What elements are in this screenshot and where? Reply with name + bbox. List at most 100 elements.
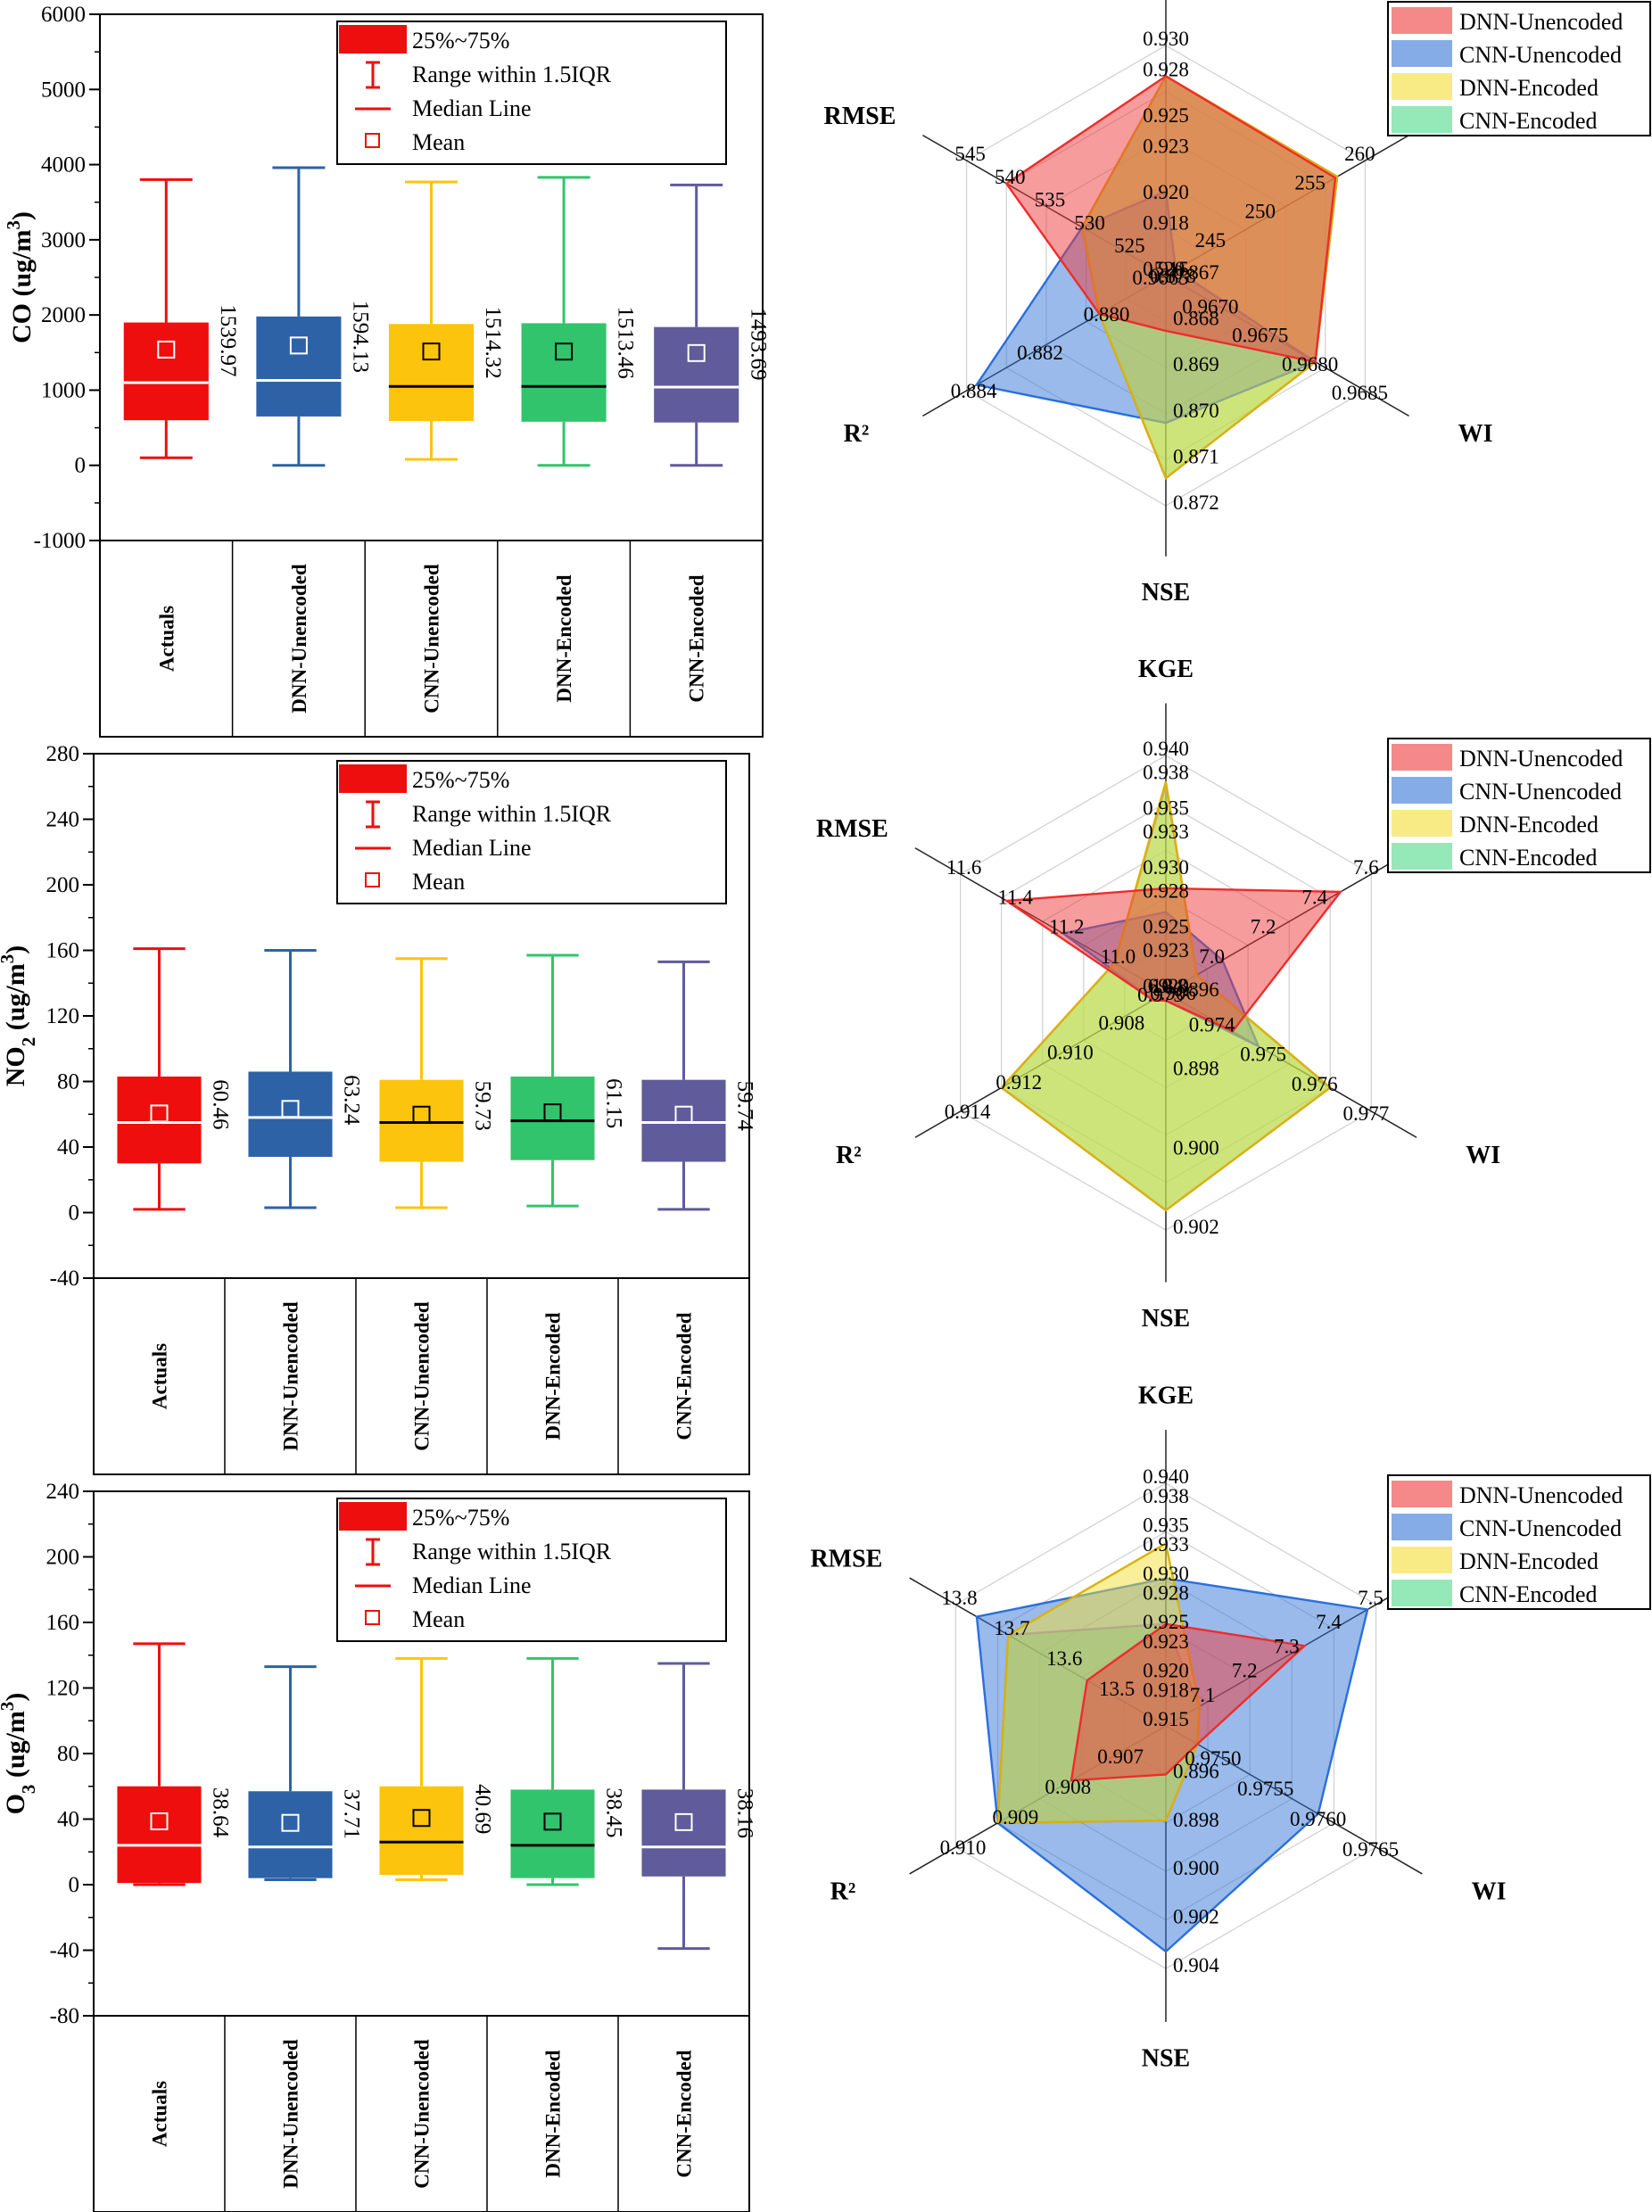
radar-tick-label: 0.9765 <box>1342 1838 1399 1861</box>
radar-tick-label: 0.871 <box>1173 445 1219 467</box>
radar-tick-label: 11.4 <box>998 886 1034 908</box>
iqr-box <box>521 323 607 422</box>
radar-tick-label: 0.908 <box>1099 1011 1145 1034</box>
legend-iqr-swatch <box>339 764 407 793</box>
radar-tick-label: 0.898 <box>1173 1809 1219 1831</box>
radar-tick-label: 0.933 <box>1143 1533 1189 1556</box>
radar-tick-label: 0.928 <box>1143 58 1189 80</box>
mean-value-label: 38.16 <box>733 1788 757 1838</box>
radar-tick-label: 0.904 <box>1173 1954 1219 1977</box>
radar-tick-label: 0.909 <box>992 1806 1038 1828</box>
radar-legend-label: CNN-Unencoded <box>1459 42 1622 68</box>
radar-axis-title: NSE <box>1142 1305 1190 1333</box>
radar-tick-label: 7.1 <box>1190 1684 1216 1706</box>
y-axis-title-sup: 3 <box>0 1702 18 1712</box>
radar-legend: DNN-Unencoded CNN-Unencoded DNN-Encoded CNN… <box>1387 1474 1651 1610</box>
y-axis-title-tail: ) <box>1 945 30 954</box>
radar-axis-title: R² <box>844 420 870 448</box>
radar-tick-label: 13.6 <box>1046 1647 1082 1670</box>
y-tick-label: 280 <box>46 742 80 766</box>
radar-tick-label: 11.6 <box>946 856 981 879</box>
radar-legend-label: DNN-Unencoded <box>1459 9 1623 35</box>
radar-tick-label: 0.923 <box>1143 135 1189 157</box>
radar-tick-label: 6.8 <box>1148 975 1174 997</box>
radar-axis-title: KGE <box>1138 656 1194 683</box>
radar-tick-label: 0.925 <box>1143 916 1189 938</box>
radar-tick-label: 0.933 <box>1143 821 1189 843</box>
radar-tick-label: 0.930 <box>1143 856 1189 879</box>
radar-tick-label: 0.923 <box>1143 1630 1189 1653</box>
category-label: DNN-Unencoded <box>288 564 310 714</box>
mean-value-label: 60.46 <box>209 1079 233 1129</box>
legend-median-label: Median Line <box>412 1572 532 1598</box>
radar-tick-label: 0.9755 <box>1237 1778 1293 1800</box>
legend-mean-label: Mean <box>412 1606 465 1632</box>
box-DNN-Encoded: 61.15 <box>510 953 626 1208</box>
radar-tick-label: 0.925 <box>1143 104 1189 127</box>
radar-tick-label: 0.872 <box>1173 491 1219 514</box>
radar-legend-label: CNN-Encoded <box>1459 1581 1598 1607</box>
mean-marker <box>422 343 441 361</box>
y-axis-title-main: O <box>1 1794 30 1814</box>
radar-tick-label: 0.918 <box>1143 211 1189 234</box>
iqr-box <box>510 1789 595 1878</box>
radar-tick-label: 0.878 <box>1150 265 1196 287</box>
radar-tick-label: 535 <box>1035 189 1066 211</box>
radar-axis-title: R² <box>830 1878 856 1906</box>
y-tick-label: 40 <box>57 1135 79 1160</box>
legend-median-label: Median Line <box>412 95 532 121</box>
radar-legend-swatch <box>1392 1580 1452 1606</box>
legend-mean-symbol <box>365 133 380 148</box>
box-DNN-Unencoded: 1594.13 <box>256 166 372 467</box>
iqr-box <box>379 1079 464 1162</box>
mean-value-label: 59.73 <box>471 1081 495 1131</box>
radar-tick-label: 0.974 <box>1189 1013 1235 1036</box>
panel-frame <box>99 13 764 738</box>
radar-axis-title: NSE <box>1142 579 1190 607</box>
mean-value-label: 59.74 <box>733 1081 757 1132</box>
mean-value-label: 1493.69 <box>746 308 770 380</box>
radar-tick-label: 0.925 <box>1143 1611 1189 1633</box>
iqr-box <box>256 316 342 417</box>
y-tick-label: 80 <box>57 1742 79 1766</box>
radar-axis-title: RMSE <box>823 103 896 130</box>
category-label: CNN-Encoded <box>673 2050 696 2177</box>
radar-tick-label: 13.8 <box>941 1587 977 1609</box>
legend-median-label: Median Line <box>412 835 532 861</box>
box-CNN-Unencoded: 40.69 <box>379 1656 495 1881</box>
radar-tick-label: 0.928 <box>1143 880 1189 903</box>
y-axis-title-tail: ) <box>7 211 37 220</box>
category-label: Actuals <box>149 1343 171 1409</box>
radar-axis-title: RMSE <box>816 815 888 843</box>
radar-tick-label: 13.5 <box>1099 1678 1135 1700</box>
mean-value-label: 40.69 <box>471 1784 495 1834</box>
radar-tick-label: 255 <box>1294 171 1326 194</box>
boxplot-panel-0: -1000 0 1000 2000 3000 4000 5000 6000 CO (ug/m3)… <box>3 3 770 738</box>
iqr-box <box>641 1079 726 1162</box>
y-tick-label: 5000 <box>41 78 86 102</box>
mean-marker <box>674 1812 693 1831</box>
mean-value-label: 1594.13 <box>348 301 372 373</box>
radar-tick-label: 0.915 <box>1143 258 1189 280</box>
radar-legend-label: CNN-Unencoded <box>1459 1515 1622 1541</box>
radar-axis-title: WI <box>1466 1142 1500 1169</box>
y-tick-label: 160 <box>46 1611 80 1635</box>
radar-tick-label: 0.880 <box>1084 303 1130 326</box>
y-axis-title: CO (ug/m3) <box>3 211 37 343</box>
y-tick-label: 0 <box>69 1201 80 1226</box>
radar-tick-label: 0.867 <box>1173 261 1219 284</box>
y-tick-label: 120 <box>46 1677 80 1701</box>
mean-value-label: 1539.97 <box>216 304 240 376</box>
y-axis-title-main: CO (ug/m <box>7 229 37 343</box>
y-tick-label: 80 <box>57 1070 79 1094</box>
mean-marker <box>412 1105 431 1124</box>
y-tick-label: -1000 <box>34 529 86 553</box>
y-tick-label: 160 <box>46 939 80 963</box>
mean-marker <box>150 1812 169 1830</box>
radar-tick-label: 0.940 <box>1143 1465 1189 1488</box>
radar-tick-label: 7.4 <box>1316 1611 1342 1633</box>
y-tick-label: -40 <box>50 1267 79 1291</box>
y-tick-label: 240 <box>46 808 80 832</box>
